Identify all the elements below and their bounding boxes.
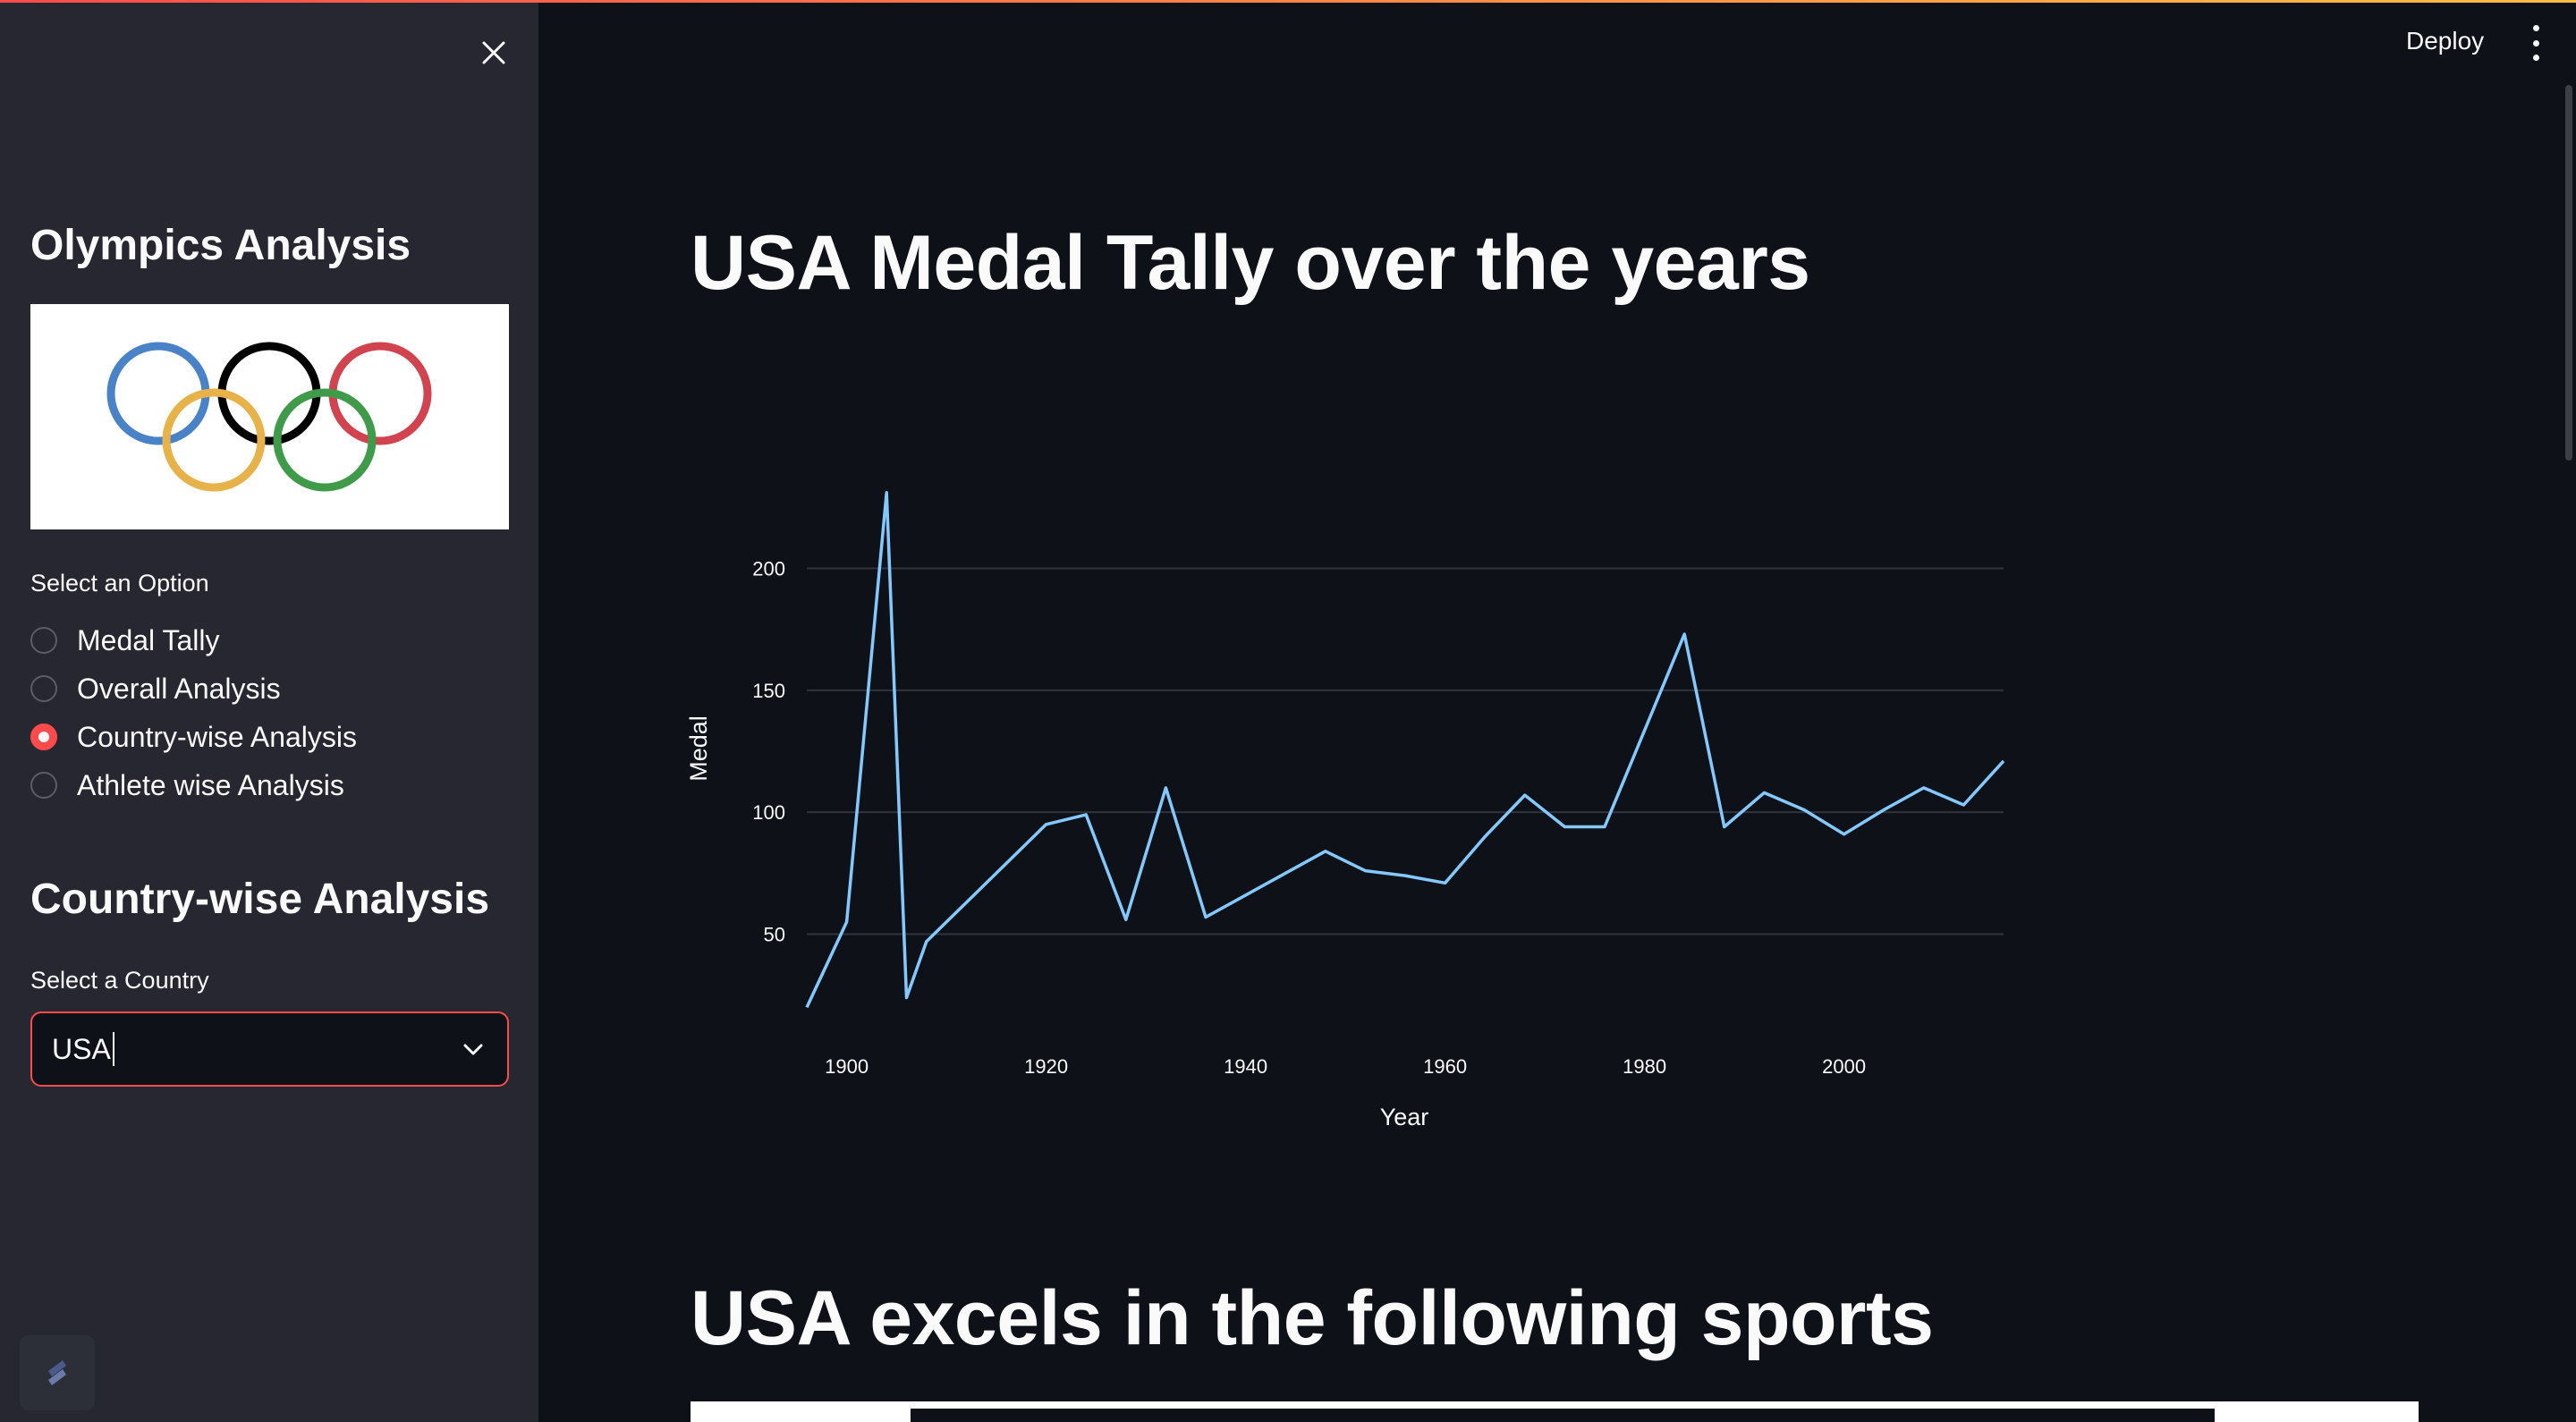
y-tick-label: 150 <box>752 680 785 702</box>
country-select-value: USA <box>52 1032 111 1065</box>
x-tick-label: 1980 <box>1623 1055 1666 1078</box>
main-menu-icon[interactable] <box>2522 25 2549 61</box>
radio-athlete-wise-analysis[interactable]: Athlete wise Analysis <box>30 761 357 809</box>
sidebar-title: Olympics Analysis <box>30 222 411 269</box>
radio-circle <box>30 772 57 799</box>
select-country-label: Select a Country <box>30 967 209 994</box>
x-tick-label: 1900 <box>825 1055 869 1078</box>
select-option-label: Select an Option <box>30 570 209 597</box>
x-axis-label: Year <box>1380 1104 1429 1130</box>
series-line-usa-medals <box>805 491 2005 1009</box>
radio-label: Overall Analysis <box>77 672 281 705</box>
radio-medal-tally[interactable]: Medal Tally <box>30 616 357 664</box>
country-select[interactable]: USA <box>30 1011 509 1087</box>
analysis-radio-group: Medal Tally Overall Analysis Country-wis… <box>30 616 357 809</box>
sidebar-section-title: Country-wise Analysis <box>30 876 490 923</box>
close-icon <box>482 41 505 64</box>
radio-circle <box>30 675 57 702</box>
radio-country-wise-analysis[interactable]: Country-wise Analysis <box>30 713 357 761</box>
radio-label: Athlete wise Analysis <box>77 768 344 801</box>
y-tick-label: 200 <box>752 557 785 580</box>
manage-app-button[interactable] <box>20 1335 95 1410</box>
y-axis-label: Medal <box>685 715 712 782</box>
close-sidebar-button[interactable] <box>472 31 515 74</box>
radio-label: Medal Tally <box>77 623 220 656</box>
x-tick-label: 1960 <box>1423 1055 1467 1078</box>
y-tick-label: 50 <box>764 924 785 946</box>
chart-heading: USA Medal Tally over the years <box>691 220 1810 306</box>
radio-overall-analysis[interactable]: Overall Analysis <box>30 664 357 713</box>
olympic-rings-logo <box>30 304 509 529</box>
sports-heatmap-image <box>691 1401 2419 1422</box>
deploy-button[interactable]: Deploy <box>2406 27 2485 55</box>
streamlit-logo-icon <box>48 1360 66 1385</box>
sidebar: Olympics Analysis Select an Option Medal… <box>0 3 538 1422</box>
x-tick-label: 2000 <box>1822 1055 1866 1078</box>
scrollbar[interactable] <box>2565 85 2572 461</box>
y-tick-label: 100 <box>752 801 785 824</box>
radio-circle-selected <box>30 724 57 750</box>
text-caret <box>112 1032 114 1066</box>
radio-circle <box>30 627 57 654</box>
x-tick-label: 1920 <box>1024 1055 1068 1078</box>
top-decoration-bar <box>0 0 2576 3</box>
radio-label: Country-wise Analysis <box>77 720 357 753</box>
x-tick-label: 1940 <box>1224 1055 1267 1078</box>
sports-heading: USA excels in the following sports <box>691 1275 1934 1361</box>
medal-line-chart: 50 100 150 200 1900 1920 1940 1960 1980 2000 Med… <box>685 491 2005 1130</box>
chevron-down-icon <box>463 1044 483 1055</box>
